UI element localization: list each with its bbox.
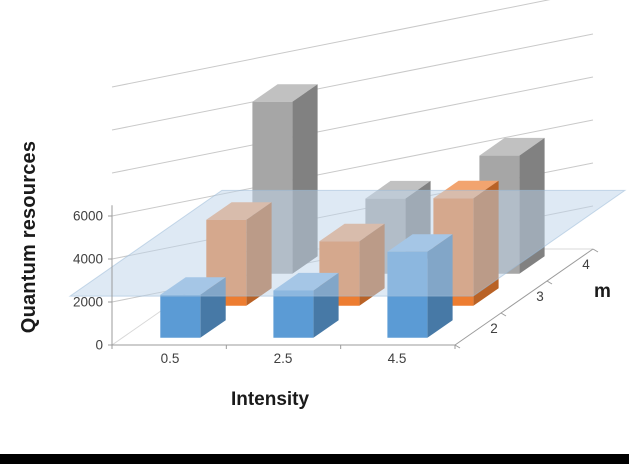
depth-tick-label: 3 — [536, 289, 544, 304]
x-axis-title: Intensity — [230, 389, 310, 410]
z-axis-title: m — [594, 281, 611, 302]
depth-tick-label: 4 — [582, 257, 590, 272]
x-tick-label: 0.5 — [161, 351, 180, 366]
bottom-black-bar — [0, 454, 629, 464]
y-tick-label: 0 — [95, 338, 103, 353]
y-tick-label: 2000 — [73, 295, 103, 310]
y-axis-title: Quantum resources — [18, 140, 40, 334]
depth-tick-label: 2 — [490, 321, 498, 336]
axes — [108, 205, 599, 349]
x-tick-label: 4.5 — [388, 351, 407, 366]
x-tick-label: 2.5 — [274, 351, 293, 366]
threshold-plane — [68, 189, 627, 297]
y-tick-label: 6000 — [73, 209, 103, 224]
y-tick-label: 4000 — [73, 252, 103, 267]
axis-tick-labels: 0 2000 4000 6000 0.5 2.5 4.5 2 3 4 — [73, 209, 590, 367]
